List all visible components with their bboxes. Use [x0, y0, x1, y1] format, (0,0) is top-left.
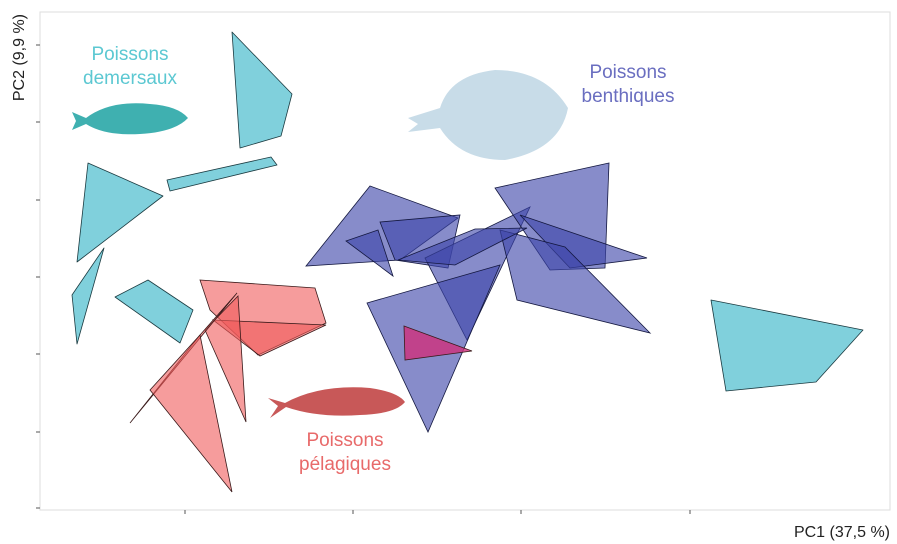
demersal-hulls	[71, 31, 864, 392]
axis-ticks	[36, 44, 691, 514]
overlap-hull	[403, 325, 473, 361]
group-label: Poissons	[589, 62, 666, 83]
group-label: Poissons	[306, 430, 383, 451]
group-label: demersaux	[83, 68, 177, 89]
group-label: pélagiques	[299, 454, 391, 475]
y-axis-label: PC2 (9,9 %)	[11, 14, 28, 101]
group-label: Poissons	[91, 44, 168, 65]
plot-frame	[39, 11, 891, 511]
flatfish-icon	[408, 70, 568, 160]
herring-icon	[268, 387, 405, 418]
x-axis-label: PC1 (37,5 %)	[794, 524, 890, 541]
cod-icon	[72, 103, 188, 135]
group-label: benthiques	[582, 86, 675, 107]
pelagic-hulls	[129, 279, 327, 493]
